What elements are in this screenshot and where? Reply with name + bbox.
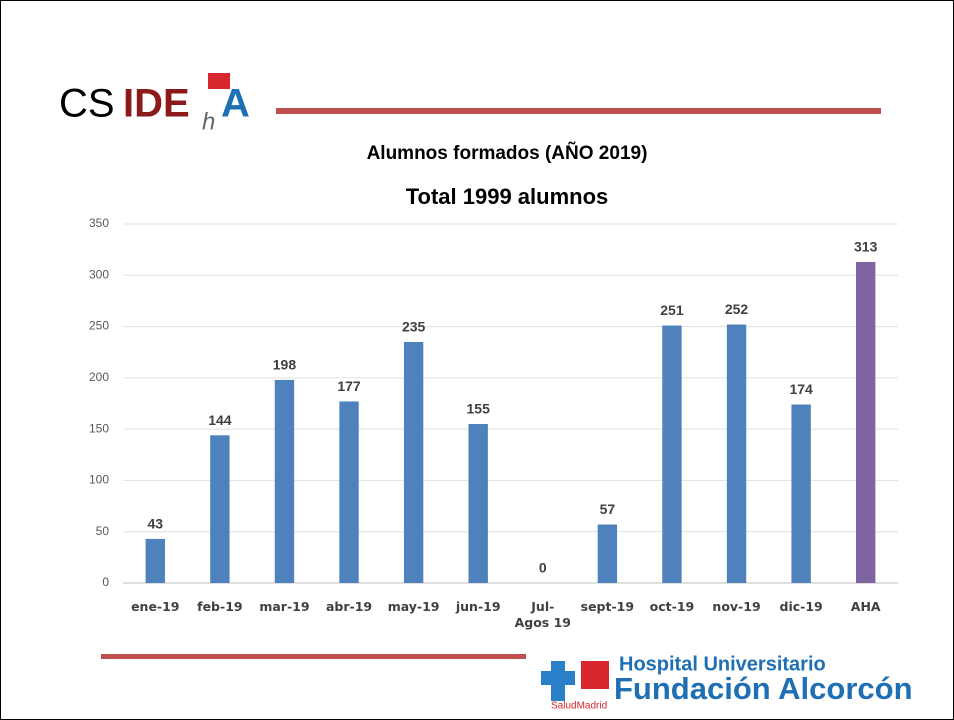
bar bbox=[856, 261, 876, 583]
logo-cs: CS bbox=[59, 82, 115, 126]
x-tick-label: jun-19 bbox=[455, 599, 501, 614]
bar bbox=[145, 538, 165, 583]
x-tick-label: feb-19 bbox=[197, 599, 243, 614]
data-label: 252 bbox=[725, 301, 749, 317]
y-tick-label: 50 bbox=[96, 524, 110, 538]
bar bbox=[210, 435, 230, 583]
y-tick-label: 150 bbox=[89, 421, 109, 435]
data-label: 251 bbox=[660, 302, 684, 318]
chart-subtitle: Total 1999 alumnos bbox=[406, 184, 609, 209]
bar bbox=[662, 325, 682, 583]
bar bbox=[791, 404, 811, 583]
data-label: 174 bbox=[789, 381, 813, 397]
x-tick-label: ene-19 bbox=[131, 599, 180, 614]
footer-brand: SaludMadrid bbox=[551, 701, 607, 712]
bar bbox=[339, 401, 359, 583]
bar bbox=[726, 324, 747, 583]
bar bbox=[274, 379, 295, 583]
data-label: 313 bbox=[854, 239, 878, 255]
data-label: 43 bbox=[148, 516, 164, 532]
x-tick-label: dic-19 bbox=[779, 599, 823, 614]
data-label: 155 bbox=[467, 401, 491, 417]
data-label: 57 bbox=[600, 501, 616, 517]
chart-title: Alumnos formados (AÑO 2019) bbox=[367, 142, 648, 164]
y-tick-label: 350 bbox=[89, 216, 109, 230]
y-tick-label: 0 bbox=[102, 575, 109, 589]
footer-line1: Hospital Universitario bbox=[619, 653, 826, 675]
x-tick-label: oct-19 bbox=[649, 599, 695, 614]
y-tick-label: 100 bbox=[89, 473, 109, 487]
logo-flag bbox=[208, 73, 230, 89]
header-rule bbox=[276, 108, 881, 114]
bar bbox=[403, 341, 424, 583]
data-label: 177 bbox=[337, 378, 361, 394]
bar bbox=[597, 524, 618, 583]
data-label: 235 bbox=[402, 319, 426, 335]
logo-h: h bbox=[202, 108, 215, 135]
data-label: 198 bbox=[273, 357, 297, 373]
x-tick-label: may-19 bbox=[387, 599, 440, 614]
bar bbox=[468, 424, 488, 583]
x-tick-label: abr-19 bbox=[325, 599, 373, 614]
x-tick-label: Jul-Agos 19 bbox=[514, 599, 571, 630]
logo-a: A bbox=[221, 82, 250, 126]
data-label: 0 bbox=[539, 560, 547, 576]
footer-flag bbox=[581, 661, 609, 689]
footer-rule bbox=[101, 654, 526, 659]
y-tick-label: 200 bbox=[89, 370, 109, 384]
logo-ide: IDE bbox=[123, 82, 190, 126]
y-tick-label: 300 bbox=[89, 267, 109, 281]
footer-icon bbox=[541, 661, 575, 701]
footer-line2: Fundación Alcorcón bbox=[614, 671, 913, 706]
x-tick-label: AHA bbox=[850, 599, 881, 614]
x-tick-label: mar-19 bbox=[259, 599, 310, 614]
x-tick-label: nov-19 bbox=[712, 599, 761, 614]
x-tick-label: sept-19 bbox=[580, 599, 635, 614]
y-tick-label: 250 bbox=[89, 319, 109, 333]
data-label: 144 bbox=[208, 412, 232, 428]
